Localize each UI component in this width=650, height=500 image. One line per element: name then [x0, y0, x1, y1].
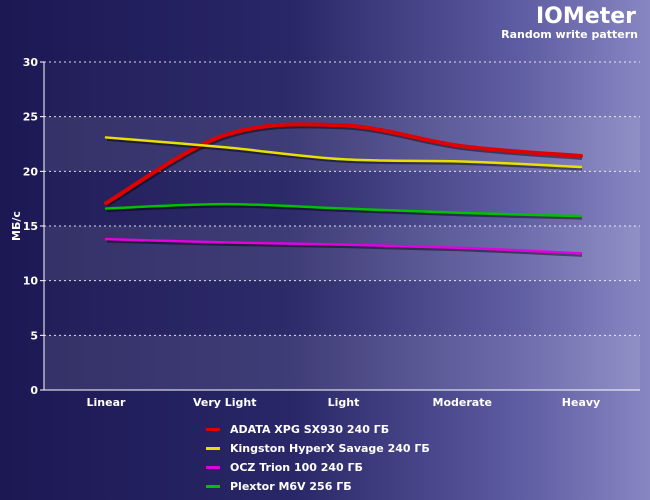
y-tick-labels: 0 5 10 15 20 25 30: [23, 56, 39, 397]
series-line: [104, 122, 583, 206]
plot-band: [44, 226, 640, 281]
y-tick-label: 0: [30, 384, 38, 397]
y-tick-label: 5: [30, 329, 38, 342]
legend-swatch: [206, 428, 220, 431]
plot-band: [44, 281, 640, 336]
y-tick-label: 25: [23, 111, 38, 124]
plot-band: [44, 62, 640, 117]
series-line-shadow: [106, 137, 583, 171]
y-tick-label: 10: [23, 275, 39, 288]
y-axis-label: МБ/с: [10, 211, 23, 241]
series-line-shadow: [106, 204, 583, 220]
plot-background: [44, 62, 640, 390]
legend: ADATA XPG SX930 240 ГБ Kingston HyperX S…: [206, 420, 430, 496]
axes: [40, 61, 640, 391]
legend-swatch: [206, 447, 220, 450]
legend-label: Kingston HyperX Savage 240 ГБ: [230, 442, 430, 455]
legend-item: OCZ Trion 100 240 ГБ: [206, 458, 430, 477]
plot-band: [44, 335, 640, 390]
legend-swatch: [206, 485, 220, 488]
series-line: [104, 202, 583, 218]
series-line-shadow: [106, 239, 583, 257]
x-tick-label: Light: [328, 396, 360, 409]
y-tick-label: 15: [23, 220, 38, 233]
legend-item: Kingston HyperX Savage 240 ГБ: [206, 439, 430, 458]
x-tick-labels: Linear Very Light Light Moderate Heavy: [87, 396, 601, 409]
y-tick-label: 20: [23, 165, 39, 178]
legend-label: ADATA XPG SX930 240 ГБ: [230, 423, 390, 436]
y-tick-label: 30: [23, 56, 39, 69]
chart-title: IOMeter: [536, 4, 636, 29]
legend-label: Plextor M6V 256 ГБ: [230, 480, 352, 493]
x-tick-label: Linear: [87, 396, 126, 409]
x-tick-label: Moderate: [433, 396, 492, 409]
grid-lines: [44, 61, 640, 336]
legend-label: OCZ Trion 100 240 ГБ: [230, 461, 363, 474]
x-tick-label: Very Light: [193, 396, 257, 409]
series-lines: [104, 122, 583, 257]
series-line: [104, 237, 583, 255]
legend-swatch: [206, 466, 220, 469]
series-line: [104, 136, 583, 169]
x-tick-label: Heavy: [562, 396, 600, 409]
legend-item: Plextor M6V 256 ГБ: [206, 477, 430, 496]
chart-subtitle: Random write pattern: [501, 28, 638, 41]
legend-item: ADATA XPG SX930 240 ГБ: [206, 420, 430, 439]
